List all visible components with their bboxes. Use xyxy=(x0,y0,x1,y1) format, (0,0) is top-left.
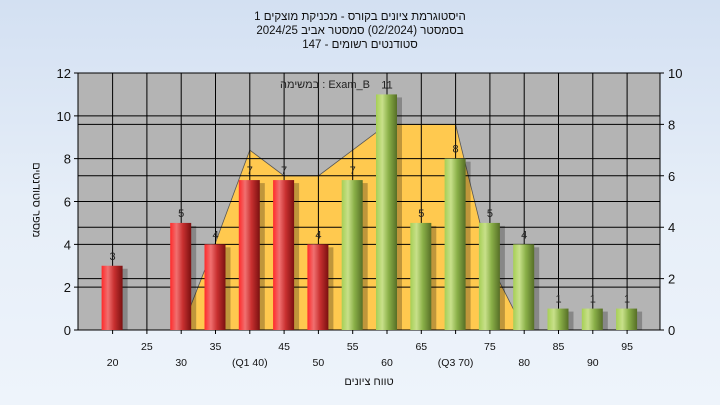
bar-value-label: 4 xyxy=(212,229,218,241)
bar xyxy=(581,308,603,330)
y-tick-label: 6 xyxy=(64,195,71,210)
bar-value-label: 5 xyxy=(178,208,184,220)
y-tick-label: 0 xyxy=(64,323,71,338)
bar-value-label: 4 xyxy=(521,229,527,241)
bar-value-label: 1 xyxy=(624,294,630,306)
bar-value-label: 5 xyxy=(418,208,424,220)
chart-title: היסטוגרמת ציונים בקורס - מכניקת מוצקים 1… xyxy=(0,10,720,52)
bar-value-label: 1 xyxy=(555,294,561,306)
bar xyxy=(238,180,260,330)
x-tick-label: 45 xyxy=(278,341,290,353)
x-tick-label: 55 xyxy=(347,341,359,353)
bar xyxy=(341,180,363,330)
bar xyxy=(410,222,432,330)
y-tick-label: 10 xyxy=(57,109,71,124)
y2-tick-label: 2 xyxy=(668,272,675,287)
x-tick-label: (Q1 40) xyxy=(232,357,268,369)
bar xyxy=(547,308,569,330)
x-tick-label: 65 xyxy=(415,341,427,353)
bar-value-label: 7 xyxy=(281,165,287,177)
bar xyxy=(170,222,192,330)
x-tick-label: 75 xyxy=(484,341,496,353)
x-tick-label: 50 xyxy=(313,357,325,369)
bar xyxy=(204,244,226,330)
x-tick-label: 95 xyxy=(621,341,633,353)
bar xyxy=(616,308,638,330)
y-tick-label: 8 xyxy=(64,152,71,167)
y-tick-label: 12 xyxy=(57,66,71,81)
x-tick-label: (Q3 70) xyxy=(438,357,474,369)
title-line-2: בסמסטר (02/2024) סמסטר אביב 2024/25 xyxy=(256,25,464,37)
y2-tick-label: 10 xyxy=(668,66,682,81)
bar-value-label: 7 xyxy=(247,165,253,177)
x-tick-label: 60 xyxy=(381,357,393,369)
x-tick-label: 25 xyxy=(141,341,153,353)
bar-value-label: 7 xyxy=(350,165,356,177)
y2-tick-label: 0 xyxy=(668,323,675,338)
bar xyxy=(101,265,123,330)
x-tick-label: 80 xyxy=(518,357,530,369)
bar-value-label: 5 xyxy=(487,208,493,220)
bar xyxy=(513,244,535,330)
x-axis-label: טווח ציונים xyxy=(344,376,393,388)
bar-value-label: 1 xyxy=(590,294,596,306)
y-tick-label: 2 xyxy=(64,280,71,295)
x-tick-label: 90 xyxy=(587,357,599,369)
y-tick-label: 4 xyxy=(64,237,71,252)
x-tick-label: 30 xyxy=(175,357,187,369)
bar xyxy=(307,244,329,330)
bar xyxy=(273,180,295,330)
y2-tick-label: 6 xyxy=(668,169,675,184)
title-line-3: סטודנטים רשומים - 147 xyxy=(302,39,418,51)
x-tick-label: 85 xyxy=(553,341,565,353)
y2-tick-label: 8 xyxy=(668,117,675,132)
bar-value-label: 11 xyxy=(381,79,392,91)
bar xyxy=(376,94,397,331)
bar-value-label: 8 xyxy=(453,144,459,156)
x-tick-label: 20 xyxy=(107,357,119,369)
x-tick-label: 35 xyxy=(210,341,222,353)
bar-value-label: 4 xyxy=(315,229,321,241)
y2-tick-label: 4 xyxy=(668,220,675,235)
title-line-1: היסטוגרמת ציונים בקורס - מכניקת מוצקים 1 xyxy=(254,11,466,23)
bar xyxy=(444,158,466,330)
bar xyxy=(478,222,500,330)
y-axis-label: מספר סטודנטים xyxy=(30,162,42,237)
chart-annotation: במשימה : Exam_B xyxy=(280,79,370,91)
bar-value-label: 3 xyxy=(110,251,116,263)
